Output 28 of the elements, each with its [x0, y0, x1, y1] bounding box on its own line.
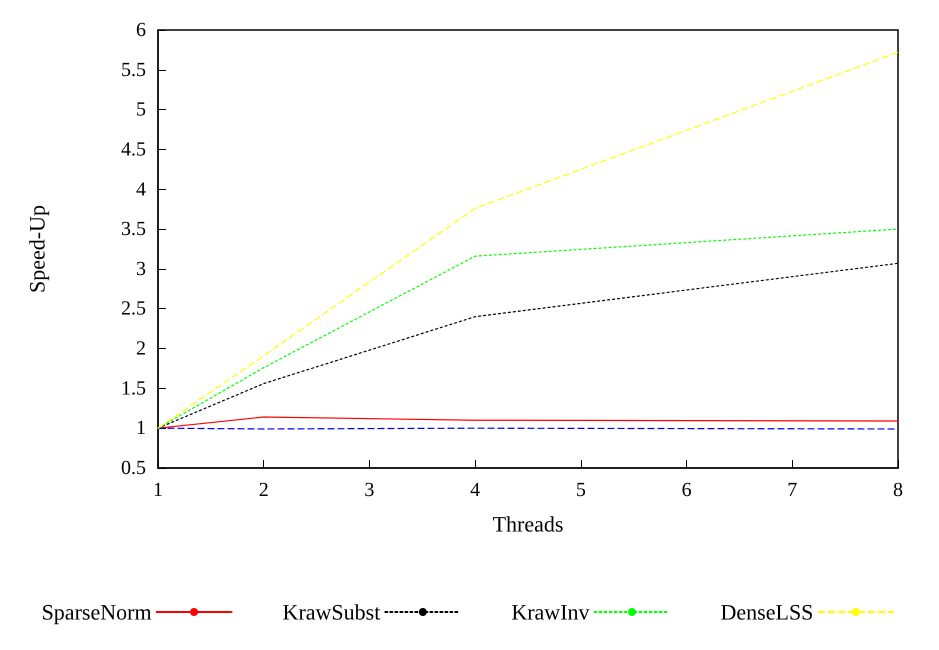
- y-tick-label: 2.5: [121, 298, 146, 320]
- x-tick-label: 5: [576, 479, 586, 501]
- y-tick-label: 6: [136, 19, 146, 41]
- y-tick-label: 1.5: [121, 377, 146, 400]
- x-tick-label: 4: [470, 479, 480, 501]
- y-axis-title: Speed-Up: [24, 205, 50, 293]
- y-tick-label: 0.5: [121, 457, 146, 479]
- x-tick-label: 1: [153, 479, 163, 501]
- y-tick-label: 4: [136, 178, 146, 200]
- x-tick-label: 2: [258, 479, 269, 501]
- y-tick-label: 4.5: [121, 138, 146, 160]
- x-tick-label: 6: [682, 479, 692, 501]
- y-tick-label: 3: [136, 258, 146, 280]
- y-tick-label: 1: [136, 417, 146, 440]
- legend-label: DenseLSS: [720, 600, 814, 624]
- legend-label: KrawInv: [511, 600, 590, 624]
- legend-label: SparseNorm: [42, 600, 152, 624]
- y-tick-label: 2: [136, 338, 146, 360]
- x-tick-label: 7: [787, 479, 798, 501]
- x-tick-label: 3: [364, 479, 374, 501]
- legend-label: KrawSubst: [282, 600, 380, 624]
- line-series: [157, 52, 899, 429]
- x-tick-label: 8: [893, 479, 903, 501]
- y-tick-label: 5: [136, 98, 146, 121]
- line-series: [157, 228, 899, 429]
- y-tick-label: 3.5: [121, 218, 146, 240]
- x-axis-title: Threads: [492, 512, 564, 536]
- y-tick-label: 5.5: [121, 58, 146, 81]
